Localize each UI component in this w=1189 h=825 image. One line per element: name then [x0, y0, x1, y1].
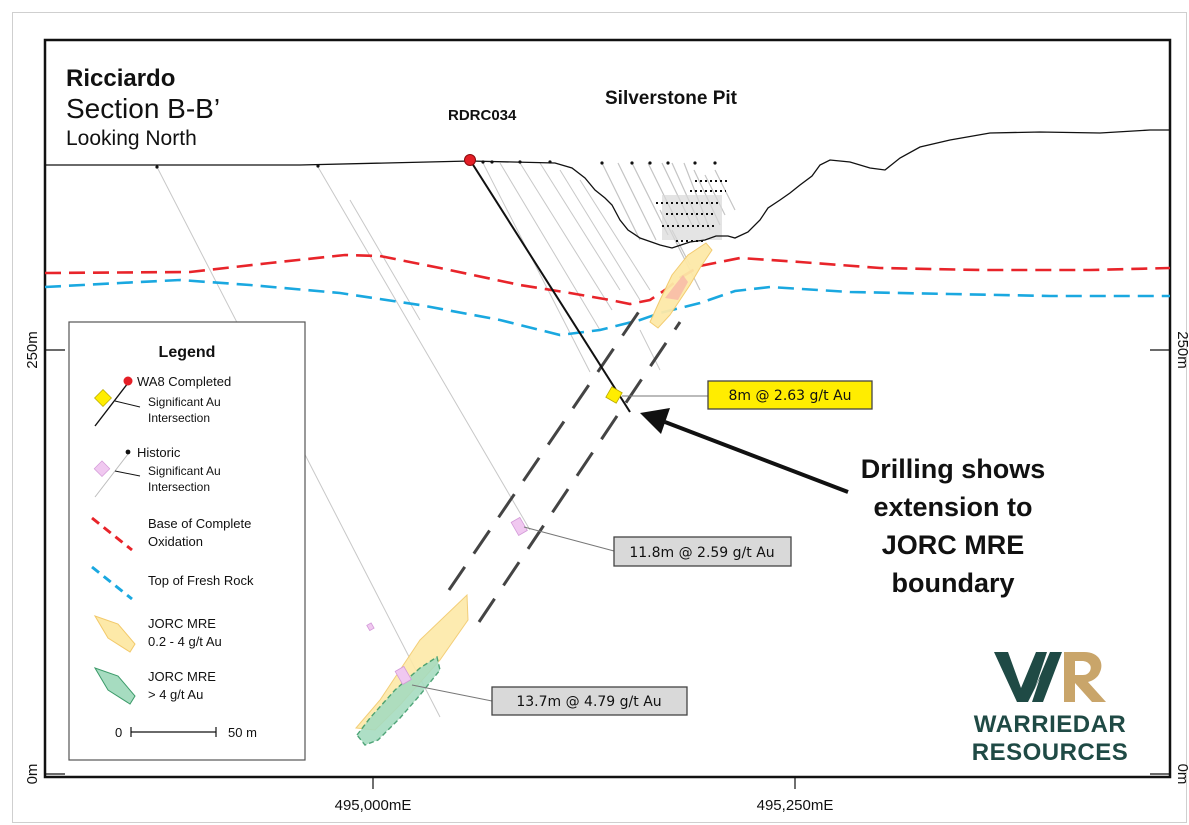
- historic-intercepts: [366, 516, 528, 685]
- legend-historic-intercept: [93, 460, 111, 477]
- map-frame: [43, 38, 1172, 779]
- section-view: Looking North: [66, 127, 197, 150]
- legend-heading: Legend: [159, 344, 216, 361]
- intercept-box-3: 13.7m @ 4.79 g/t Au: [491, 686, 688, 716]
- logo-w-mark: [994, 652, 1062, 702]
- legend-historic-sig-1: Significant Au: [148, 464, 221, 478]
- pit-grade-blocks: [662, 195, 722, 240]
- legend-historic-pointer: [114, 470, 141, 477]
- rdrc034-collar: [464, 154, 476, 166]
- pit-label: Silverstone Pit: [605, 88, 738, 109]
- mre-low-grade-zones: [355, 242, 713, 731]
- legend: Legend WA8 Completed Significant Au Inte…: [68, 321, 306, 761]
- intercept-box-1: 8m @ 2.63 g/t Au: [707, 380, 873, 410]
- hole-label: RDRC034: [448, 107, 517, 124]
- y-left-tick-label-1: 250m: [24, 331, 41, 369]
- legend-mre-high-2: > 4 g/t Au: [148, 687, 203, 702]
- y-right-tick-label-1: 250m: [1174, 331, 1189, 369]
- legend-mre-high-swatch: [93, 667, 136, 705]
- logo-line-1: WARRIEDAR: [974, 711, 1127, 738]
- intercept-text-2: 11.8m @ 2.59 g/t Au: [629, 545, 774, 561]
- annotation-text: Drilling shows extension to JORC MRE bou…: [861, 454, 1046, 598]
- section-id: Section B-B’: [66, 93, 220, 124]
- legend-mre-low-swatch: [93, 615, 136, 653]
- mre-boundary-extension: [447, 309, 682, 623]
- axis-ticks: [45, 349, 1170, 789]
- legend-wa8-trace: [94, 382, 129, 427]
- legend-historic-trace: [94, 453, 129, 498]
- mre-high-grade-zone: [356, 655, 441, 746]
- intercept-box-2: 11.8m @ 2.59 g/t Au: [613, 536, 792, 567]
- annotation-line-1: Drilling shows: [861, 454, 1046, 484]
- legend-scale-end: 50 m: [228, 725, 257, 740]
- annotation-line-3: JORC MRE: [882, 530, 1025, 560]
- logo-line-2: RESOURCES: [972, 739, 1129, 766]
- rdrc034-drill-trace: [469, 159, 631, 413]
- y-left-tick-label-2: 0m: [24, 764, 41, 785]
- topographic-surface: [45, 129, 1170, 249]
- intercept-text-1: 8m @ 2.63 g/t Au: [728, 388, 851, 404]
- y-right-tick-label-2: 0m: [1174, 764, 1189, 785]
- legend-historic-sig-2: Intersection: [148, 480, 210, 494]
- legend-historic-collar: [125, 449, 131, 455]
- legend-mre-low-2: 0.2 - 4 g/t Au: [148, 634, 222, 649]
- legend-wa8-pointer: [114, 400, 141, 408]
- legend-wa8-sig-2: Intersection: [148, 411, 210, 425]
- legend-wa8-label: WA8 Completed: [137, 374, 231, 389]
- legend-tofr-label: Top of Fresh Rock: [148, 573, 254, 588]
- legend-mre-high-1: JORC MRE: [148, 669, 216, 684]
- pit-benches: [656, 180, 730, 242]
- historic-drill-traces: [156, 162, 661, 718]
- legend-historic-label: Historic: [137, 445, 181, 460]
- base-of-complete-oxidation-line: [44, 253, 1171, 306]
- page-border: [12, 12, 1187, 823]
- x-tick-label-2: 495,250mE: [757, 797, 834, 814]
- rdrc034-intercept: [605, 386, 623, 404]
- annotation-arrow: [640, 408, 849, 494]
- legend-wa8-collar: [123, 376, 133, 386]
- logo-r-mark: [1064, 652, 1106, 702]
- top-of-fresh-rock-line: [44, 278, 1170, 337]
- callout-leaders: [411, 395, 708, 702]
- legend-boco-2: Oxidation: [148, 534, 203, 549]
- legend-scale-start: 0: [115, 725, 122, 740]
- legend-wa8-intercept: [94, 389, 112, 407]
- pit-intercept-zone: [665, 275, 688, 300]
- warriedar-logo: WARRIEDAR RESOURCES: [972, 652, 1129, 766]
- legend-mre-low-1: JORC MRE: [148, 616, 216, 631]
- section-name: Ricciardo: [66, 65, 175, 92]
- intercept-text-3: 13.7m @ 4.79 g/t Au: [516, 694, 661, 710]
- legend-boco-1: Base of Complete: [148, 516, 251, 531]
- legend-tofr-swatch: [91, 565, 133, 601]
- legend-boco-swatch: [91, 516, 133, 552]
- legend-wa8-sig-1: Significant Au: [148, 395, 221, 409]
- annotation-line-2: extension to: [873, 492, 1032, 522]
- x-tick-label-1: 495,000mE: [335, 797, 412, 814]
- annotation-line-4: boundary: [891, 568, 1014, 598]
